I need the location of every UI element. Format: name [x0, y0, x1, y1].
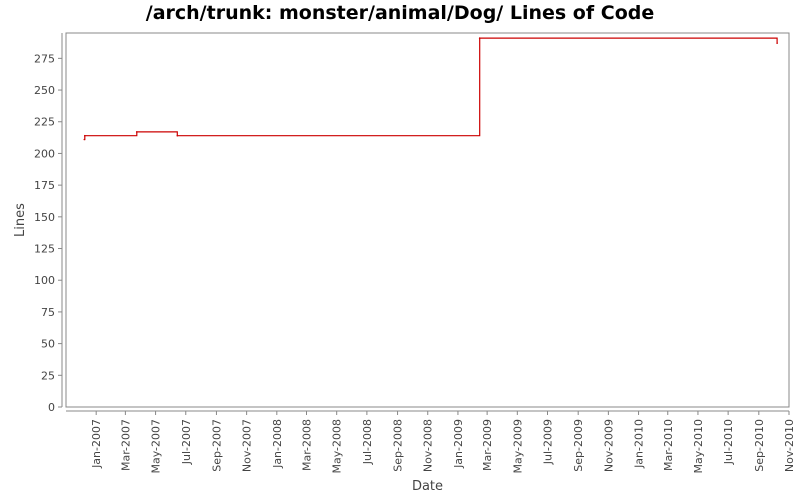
x-tick-label: Jul-2007 [180, 419, 193, 465]
y-tick-label: 125 [34, 243, 55, 256]
x-axis-label: Date [412, 479, 443, 494]
y-tick-label: 100 [34, 274, 55, 287]
data-point [83, 138, 86, 141]
y-axis-label: Lines [13, 203, 28, 237]
plot-area [65, 32, 790, 408]
x-tick-label: May-2007 [150, 419, 163, 474]
x-tick-label: Sep-2007 [210, 419, 223, 472]
x-tick-label: Sep-2010 [753, 419, 766, 472]
x-tick-label: Mar-2009 [481, 419, 494, 471]
data-point [776, 42, 778, 44]
data-point [478, 37, 481, 39]
x-tick-label: Nov-2010 [783, 419, 796, 472]
y-tick-label: 150 [34, 211, 55, 224]
x-tick-label: Jan-2007 [90, 419, 103, 469]
data-point [176, 134, 179, 137]
y-tick-label: 75 [41, 306, 55, 319]
y-tick-label: 175 [34, 179, 55, 192]
chart-title: /arch/trunk: monster/animal/Dog/ Lines o… [145, 2, 655, 24]
series-line-0 [84, 37, 778, 141]
x-tick-label: May-2010 [692, 419, 705, 474]
y-tick-label: 275 [34, 52, 55, 65]
x-tick-label: Mar-2008 [301, 419, 314, 471]
x-tick-label: Jan-2010 [633, 419, 646, 469]
x-tick-label: Jul-2010 [722, 419, 735, 465]
x-tick-label: Sep-2008 [392, 419, 405, 472]
x-tick-label: Nov-2008 [422, 419, 435, 472]
y-tick-label: 50 [41, 338, 55, 351]
x-tick-label: Nov-2007 [241, 419, 254, 472]
x-tick-label: Mar-2007 [119, 419, 132, 471]
x-tick-label: Mar-2010 [662, 419, 675, 471]
y-tick-label: 0 [48, 401, 55, 414]
y-tick-label: 250 [34, 84, 55, 97]
x-tick-label: Jul-2009 [542, 419, 555, 465]
x-tick-label: May-2009 [511, 419, 524, 474]
x-tick-label: May-2008 [331, 419, 344, 474]
data-point [135, 131, 138, 133]
y-tick-label: 200 [34, 147, 55, 160]
x-tick-label: Jul-2008 [361, 419, 374, 465]
x-tick-label: Jan-2009 [452, 419, 465, 469]
x-tick-label: Nov-2009 [602, 419, 615, 472]
x-tick-label: Jan-2008 [271, 419, 284, 469]
y-tick-label: 225 [34, 116, 55, 129]
y-tick-label: 25 [41, 369, 55, 382]
x-tick-label: Sep-2009 [572, 419, 585, 472]
data-point [84, 134, 86, 137]
